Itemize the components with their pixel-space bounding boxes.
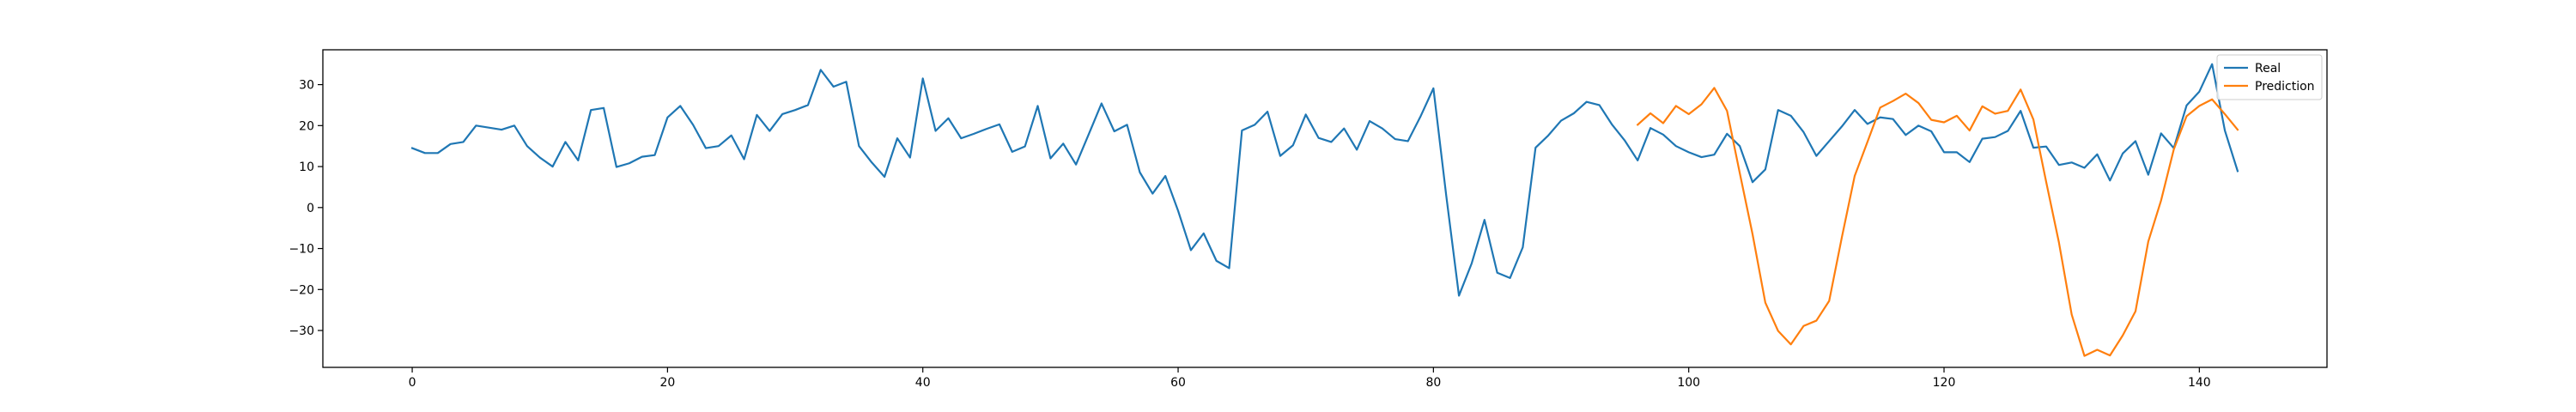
- x-tick-label: 140: [2188, 376, 2211, 390]
- y-tick-label: −10: [289, 243, 314, 257]
- x-tick-label: 60: [1170, 376, 1186, 390]
- legend-label-real: Real: [2255, 62, 2281, 76]
- x-tick-label: 80: [1425, 376, 1441, 390]
- series-line-real: [410, 63, 2239, 297]
- legend-box: [2216, 54, 2323, 100]
- legend-label-prediction: Prediction: [2255, 80, 2315, 94]
- x-tick-label: 120: [1933, 376, 1956, 390]
- axes-layer: [322, 49, 2328, 368]
- x-tick-label: 0: [409, 376, 416, 390]
- plot-frame: [322, 49, 2328, 368]
- plot-area: [323, 50, 2327, 367]
- y-tick-label: 20: [299, 119, 314, 133]
- legend: Real Prediction: [2216, 54, 2323, 100]
- x-tick-label: 40: [915, 376, 931, 390]
- y-tick-label: 10: [299, 161, 314, 174]
- y-tick-label: −20: [289, 283, 314, 297]
- series-line-prediction: [1636, 87, 2239, 357]
- x-tick-label: 20: [659, 376, 675, 390]
- y-tick-label: 30: [299, 79, 314, 93]
- y-tick-label: −30: [289, 324, 314, 338]
- y-axis: −30 −20 −10 0 10 20 30: [289, 79, 323, 338]
- y-tick-label: 0: [307, 202, 314, 215]
- x-axis: 0 20 40 60 80 100 120 140: [409, 367, 2211, 390]
- series-layer: [410, 63, 2239, 357]
- x-tick-label: 100: [1677, 376, 1700, 390]
